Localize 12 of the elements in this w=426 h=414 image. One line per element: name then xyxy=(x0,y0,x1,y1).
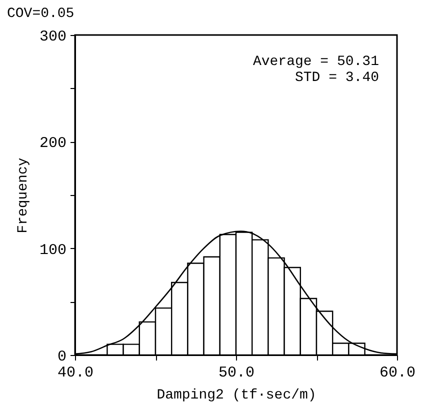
x-tick-label: 40.0 xyxy=(57,364,94,382)
y-tick-label: 300 xyxy=(39,28,66,46)
x-axis-title: Damping2 (tf·sec/m) xyxy=(156,388,316,404)
y-tick-label: 100 xyxy=(39,242,66,259)
annotation: STD = 3.40 xyxy=(294,70,379,86)
x-tick-label: 50.0 xyxy=(218,364,255,382)
y-tick-label: 200 xyxy=(39,135,66,152)
chart-title: COV=0.05 xyxy=(6,6,74,22)
x-tick-label: 60.0 xyxy=(379,364,416,382)
y-axis-title: Frequency xyxy=(15,158,32,234)
y-tick-label: 0 xyxy=(57,348,66,366)
annotation: Average = 50.31 xyxy=(252,54,379,70)
